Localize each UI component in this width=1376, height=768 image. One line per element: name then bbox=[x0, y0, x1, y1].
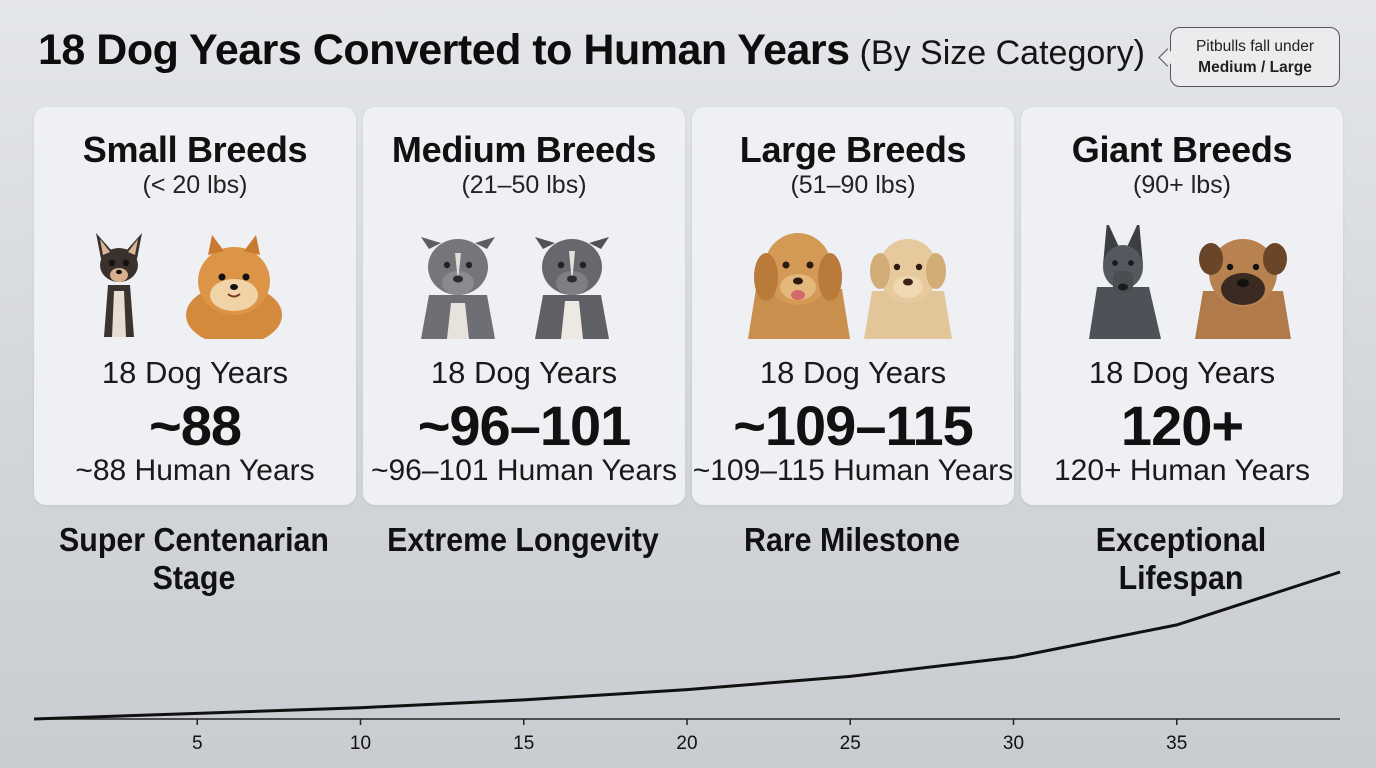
x-tick-label: 5 bbox=[192, 733, 203, 754]
stage-label-giant: Exceptional Lifespan bbox=[1095, 521, 1267, 596]
card-giant-breeds: Giant Breeds (90+ lbs) 18 Dog Years 120+… bbox=[1021, 107, 1343, 505]
title-sub: (By Size Category) bbox=[859, 34, 1145, 72]
callout-line-2: Medium / Large bbox=[1198, 59, 1312, 76]
dog-photos bbox=[421, 237, 609, 339]
dog-photos bbox=[96, 233, 282, 339]
card-title: Giant Breeds bbox=[1071, 129, 1293, 170]
human-years-label: ~96–101 Human Years bbox=[370, 454, 678, 487]
card-title: Medium Breeds bbox=[391, 129, 657, 170]
x-tick-label: 35 bbox=[1166, 733, 1187, 754]
labrador-image bbox=[864, 239, 952, 339]
card-medium-breeds: Medium Breeds (21–50 lbs) 18 D bbox=[363, 107, 685, 505]
human-years-value: 120+ bbox=[1120, 394, 1244, 457]
pitbull-image bbox=[535, 237, 609, 339]
card-weight-range: (21–50 lbs) bbox=[461, 171, 587, 199]
callout-line-1: Pitbulls fall under bbox=[1195, 38, 1315, 55]
mastiff-image bbox=[1195, 239, 1291, 339]
x-tick-label: 30 bbox=[1003, 733, 1024, 754]
card-small-breeds: Small Breeds (< 20 lbs) 18 Dog bbox=[34, 107, 356, 505]
card-title: Small Breeds bbox=[82, 129, 308, 170]
dog-photos bbox=[1089, 225, 1291, 339]
human-years-label: ~88 Human Years bbox=[75, 454, 315, 487]
series-line bbox=[33, 570, 1341, 721]
chihuahua-image bbox=[96, 233, 142, 337]
human-years-label: 120+ Human Years bbox=[1053, 454, 1311, 487]
pitbull-image bbox=[421, 237, 495, 339]
great-dane-image bbox=[1089, 225, 1161, 339]
x-tick-label: 25 bbox=[840, 733, 861, 754]
card-weight-range: (< 20 lbs) bbox=[142, 171, 248, 199]
pomeranian-image bbox=[186, 235, 282, 339]
page-title: 18 Dog Years Converted to Human Years (By… bbox=[38, 26, 1145, 75]
stage-label-medium: Extreme Longevity bbox=[387, 521, 659, 558]
human-years-value: ~109–115 bbox=[733, 394, 974, 457]
dog-photos bbox=[748, 233, 952, 339]
human-years-value: ~88 bbox=[149, 394, 242, 457]
stage-label-small: Super Centenarian Stage bbox=[59, 521, 329, 596]
x-axis-ticks: 5 10 15 20 25 30 35 bbox=[192, 719, 1187, 754]
dog-years-label: 18 Dog Years bbox=[759, 355, 947, 390]
stage-label-large: Rare Milestone bbox=[744, 521, 960, 558]
x-tick-label: 20 bbox=[676, 733, 697, 754]
human-years-value: ~96–101 bbox=[417, 394, 632, 457]
x-tick-label: 10 bbox=[350, 733, 371, 754]
dog-years-label: 18 Dog Years bbox=[430, 355, 618, 390]
human-years-label: ~109–115 Human Years bbox=[692, 454, 1014, 487]
title-main: 18 Dog Years Converted to Human Years bbox=[38, 26, 850, 74]
pitbull-callout: Pitbulls fall under Medium / Large bbox=[1158, 27, 1340, 87]
golden-retriever-image bbox=[748, 233, 850, 339]
card-weight-range: (90+ lbs) bbox=[1133, 171, 1231, 199]
card-title: Large Breeds bbox=[739, 129, 967, 170]
x-tick-label: 15 bbox=[513, 733, 534, 754]
dog-years-label: 18 Dog Years bbox=[101, 355, 289, 390]
card-large-breeds: Large Breeds (51–90 lbs) 18 Dog Years ~1… bbox=[692, 107, 1014, 505]
card-weight-range: (51–90 lbs) bbox=[790, 171, 916, 199]
dog-years-label: 18 Dog Years bbox=[1088, 355, 1276, 390]
